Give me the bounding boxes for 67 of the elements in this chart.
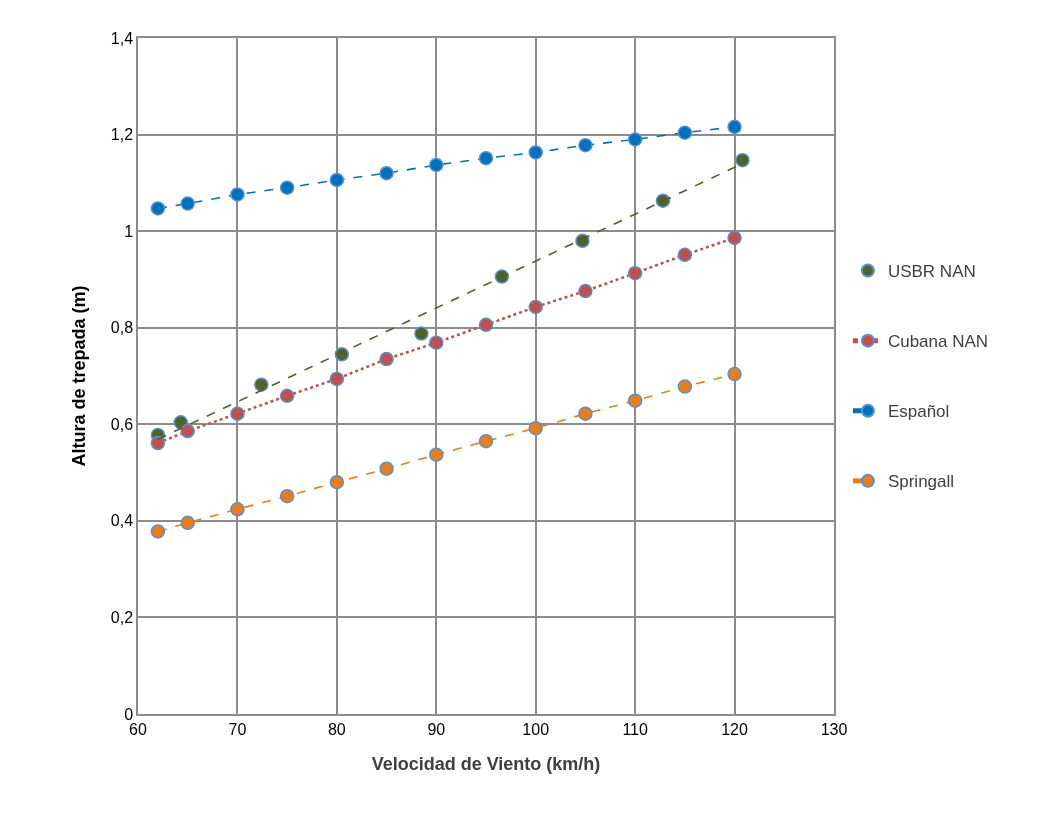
point <box>429 447 444 462</box>
point <box>279 488 295 504</box>
point <box>429 157 444 173</box>
point <box>230 406 245 421</box>
y-axis-title: Altura de trepada (m) <box>69 285 90 467</box>
y-tick-label: 1,2 <box>110 126 134 144</box>
point <box>677 379 693 394</box>
point <box>478 150 494 166</box>
x-tick-label: 130 <box>820 720 848 738</box>
y-tick-label: 0,6 <box>110 415 134 433</box>
point <box>578 406 593 421</box>
y-tick-label: 1,4 <box>110 29 134 47</box>
point <box>735 152 750 168</box>
point <box>329 371 345 387</box>
point <box>414 326 429 341</box>
point <box>329 172 345 188</box>
point <box>655 193 671 208</box>
point <box>528 145 543 160</box>
point <box>180 515 195 531</box>
legend-label: Cubana NAN <box>887 332 989 352</box>
point <box>677 125 693 140</box>
point <box>575 233 590 249</box>
point <box>254 377 269 392</box>
point <box>528 299 543 315</box>
point <box>478 317 494 333</box>
point <box>180 196 195 211</box>
x-tick-label: 60 <box>129 720 147 738</box>
x-tick-label: 120 <box>721 720 749 738</box>
point <box>727 119 742 135</box>
point <box>230 187 245 202</box>
x-tick-label: 70 <box>228 720 247 738</box>
x-tick-label: 80 <box>327 720 346 738</box>
y-tick-label: 0,2 <box>110 609 134 627</box>
y-tick-label: 1 <box>124 222 134 240</box>
point <box>429 335 444 350</box>
x-tick-label: 100 <box>522 720 550 738</box>
point <box>677 247 693 263</box>
point <box>627 265 643 281</box>
y-tick-label: 0 <box>124 705 134 723</box>
legend-label: Español <box>887 402 950 422</box>
point <box>528 420 543 436</box>
point <box>727 366 742 382</box>
point <box>627 132 643 147</box>
legend-label: Springall <box>887 472 955 492</box>
point <box>180 423 195 439</box>
x-tick-label: 110 <box>622 720 648 738</box>
x-axis-title: Velocidad de Viento (km/h) <box>371 753 601 774</box>
point <box>230 502 245 517</box>
point <box>627 393 643 408</box>
point <box>150 201 166 216</box>
y-tick-label: 0,4 <box>110 512 134 530</box>
point <box>279 180 295 195</box>
y-tick-label: 0,8 <box>110 319 134 337</box>
point <box>379 351 394 367</box>
point <box>578 137 593 153</box>
point <box>578 283 593 299</box>
point <box>279 388 295 404</box>
point <box>727 230 742 246</box>
point <box>379 461 394 476</box>
point <box>150 524 166 539</box>
point <box>329 474 345 490</box>
x-tick-label: 90 <box>427 720 446 738</box>
legend-label: USBR NAN <box>887 262 976 282</box>
point <box>478 433 494 449</box>
point <box>379 165 394 181</box>
point <box>334 347 350 362</box>
point <box>150 435 166 451</box>
